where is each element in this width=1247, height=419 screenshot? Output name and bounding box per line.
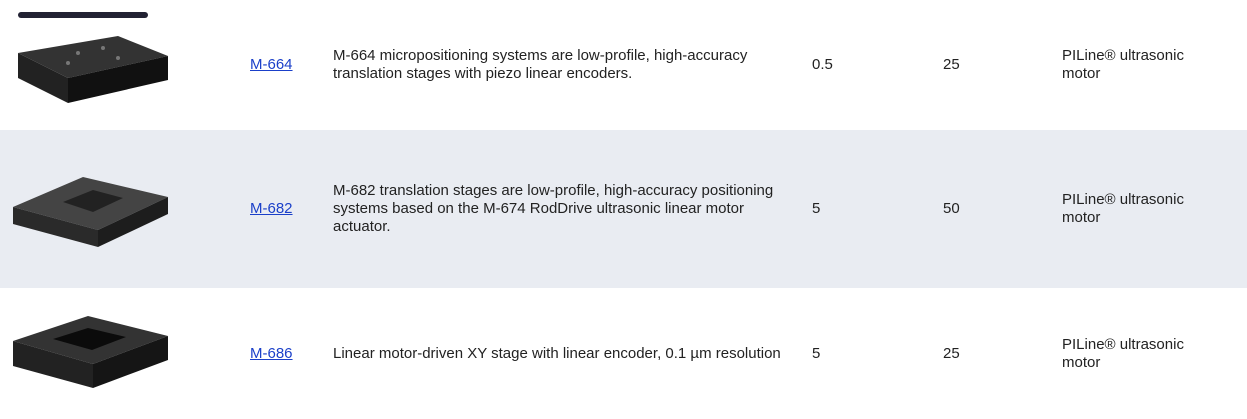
value-cell: 5: [812, 345, 820, 363]
value-cell: 25: [943, 56, 960, 74]
model-link[interactable]: M-664: [250, 56, 293, 74]
product-image: [8, 152, 178, 267]
motor-type: PILine® ultrasonic motor: [1062, 336, 1212, 372]
page: {"table": {"rows": [ {"model": "M-664", …: [0, 0, 1247, 419]
description: M-664 micropositioning systems are low-p…: [333, 47, 805, 83]
table-row: M-664 M-664 micropositioning systems are …: [0, 0, 1247, 130]
value-cell: 25: [943, 345, 960, 363]
motor-type: PILine® ultrasonic motor: [1062, 191, 1212, 227]
motor-type: PILine® ultrasonic motor: [1062, 47, 1212, 83]
description: M-682 translation stages are low-profile…: [333, 182, 805, 236]
product-image: [8, 296, 178, 411]
table-row: M-686 Linear motor-driven XY stage with l…: [0, 288, 1247, 419]
model-link[interactable]: M-686: [250, 345, 293, 363]
model-link[interactable]: M-682: [250, 200, 293, 218]
value-cell: 0.5: [812, 56, 833, 74]
table-row: M-682 M-682 translation stages are low-pr…: [0, 130, 1247, 288]
value-cell: 5: [812, 200, 820, 218]
description: Linear motor-driven XY stage with linear…: [333, 345, 805, 363]
product-image: [8, 8, 178, 123]
value-cell: 50: [943, 200, 960, 218]
